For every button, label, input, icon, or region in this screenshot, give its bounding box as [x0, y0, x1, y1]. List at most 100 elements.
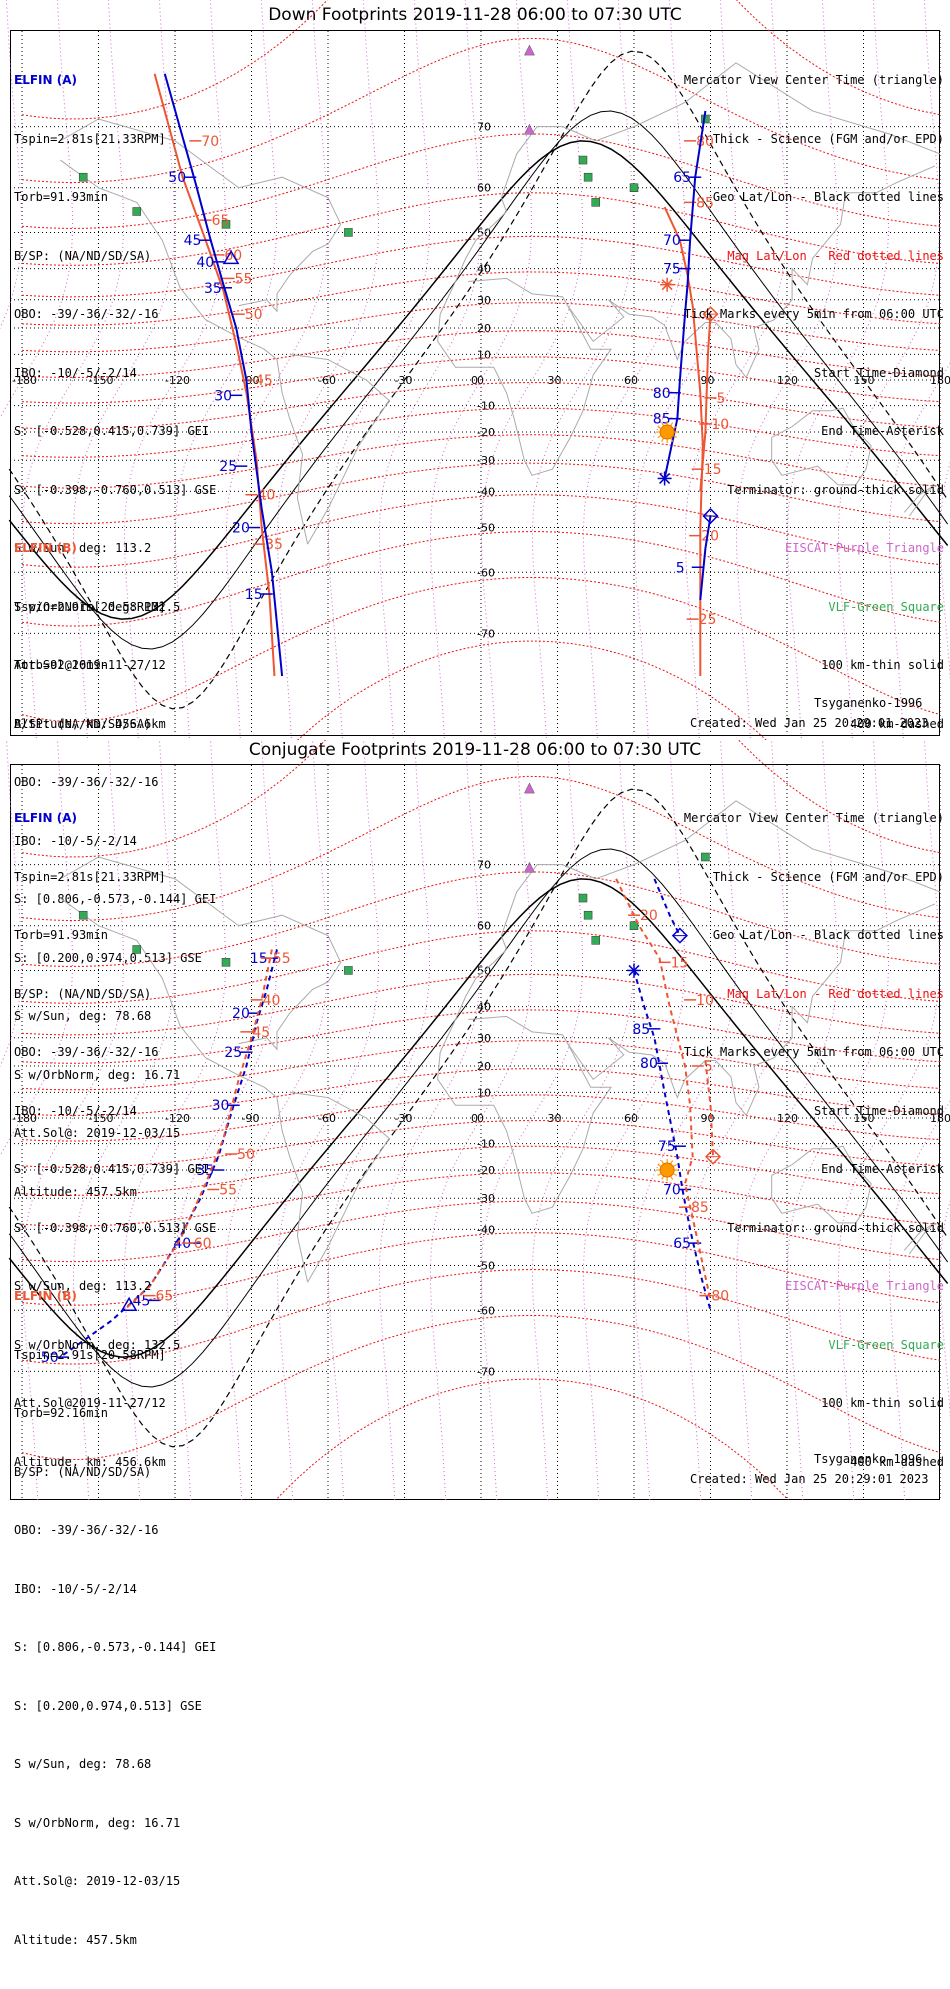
elfin-a-line: Altitude, km: 456.6km	[14, 1454, 166, 1469]
terminator-line	[8, 110, 949, 650]
elfin-b-line: Tspin=2.91s[20.58RPM]	[14, 599, 166, 614]
lat-tick-label: -50	[477, 1260, 495, 1273]
track-time-label: 15	[704, 462, 722, 478]
elfin-a-line: IBO: -10/-5/-2/14	[14, 1103, 137, 1118]
mag-parallel-line	[21, 1232, 941, 1306]
coastline	[60, 118, 342, 313]
subsolar-sun-icon	[661, 422, 665, 427]
mag-parallel-line	[21, 133, 941, 229]
track-time-label: 15	[245, 587, 263, 603]
elfin-a-line: S w/Sun, deg: 113.2	[14, 541, 152, 555]
lat-tick-label: -70	[477, 1365, 495, 1378]
mag-parallel-line	[21, 434, 941, 489]
elfin-a-line: OBO: -39/-36/-32/-16	[14, 1045, 159, 1059]
eiscat-station-icon	[524, 123, 535, 135]
lon-tick-label: 60	[624, 374, 638, 387]
lat-tick-label: -60	[477, 1304, 495, 1317]
subsolar-sun-icon	[670, 437, 674, 442]
mag-meridian-line	[481, 740, 583, 1500]
elfin-b-line: S w/Sun, deg: 78.68	[14, 1009, 152, 1023]
subsolar-sun-icon	[657, 1173, 662, 1177]
legend-item: Terminator: ground-thick solid	[727, 482, 944, 497]
eiscat-station-icon	[524, 782, 535, 794]
vlf-station-icon	[591, 936, 600, 945]
mag-parallel-line	[275, 1378, 789, 1500]
coastline	[567, 165, 936, 379]
center-time-triangle-icon	[222, 249, 240, 265]
mag-parallel-line	[21, 973, 941, 1036]
elfin-b-track-left	[153, 73, 276, 677]
elfin-b-line: B/SP: (NA/ND/SD/SA)	[14, 1464, 152, 1479]
mag-parallel-line	[21, 302, 941, 353]
legend-item: Thick - Science (FGM and/or EPD)	[712, 131, 944, 146]
track-time-label: 65	[673, 1236, 691, 1252]
track-time-label: 50	[168, 170, 186, 186]
legend-item: Start Time-Diamond	[813, 365, 944, 380]
elfin-b-line: Tspin=2.91s[20.58RPM]	[14, 1347, 166, 1362]
mag-parallel-line	[21, 407, 941, 458]
mag-parallel-line	[21, 235, 941, 298]
mag-parallel-line	[21, 271, 941, 326]
lat-tick-label: 10	[477, 348, 491, 361]
lon-tick-label: -60	[318, 374, 336, 387]
lon-tick-label: 30	[548, 374, 562, 387]
elfin-b-header: ELFIN (B)	[14, 541, 77, 555]
legend-item: 100 km-thin solid	[821, 1396, 944, 1410]
elfin-a-track-left	[163, 73, 284, 677]
track-time-label: 5	[704, 1059, 713, 1075]
conjugate-footprints-panel: Conjugate Footprints 2019-11-28 06:00 to…	[0, 740, 950, 1947]
mag-parallel-line	[21, 356, 941, 404]
elfin-b-track-right	[663, 206, 704, 677]
elfin-a-line: S: [-0.398,-0.760,0.513] GSE	[14, 1220, 217, 1235]
elfin-b-line: Att.Sol@: 2019-12-03/15	[14, 1874, 181, 1888]
subsolar-sun-icon	[661, 1160, 665, 1165]
legend-item: EISCAT-Purple Triangle	[785, 1279, 944, 1293]
elfin-a-line: OBO: -39/-36/-32/-16	[14, 307, 159, 321]
elfin-a-line: B/SP: (NA/ND/SD/SA)	[14, 248, 152, 263]
panel-title: Conjugate Footprints 2019-11-28 06:00 to…	[248, 740, 702, 760]
coastline	[771, 407, 872, 486]
track-time-label: 15	[671, 955, 689, 971]
elfin-a-line: Tspin=2.81s[21.33RPM]	[14, 131, 166, 146]
elfin-a-line: Torb=91.93min	[14, 190, 108, 204]
track-time-label: 65	[673, 170, 691, 186]
elfin-b-header: ELFIN (B)	[14, 1289, 77, 1303]
lat-tick-label: 10	[477, 1086, 491, 1099]
terminator-line	[8, 878, 949, 1358]
lon-tick-label: -90	[242, 1112, 260, 1125]
subsolar-sun-icon	[672, 1173, 677, 1177]
lon-tick-label: -180	[12, 374, 37, 387]
track-time-label: 80	[711, 1289, 729, 1305]
lat-tick-label: 70	[477, 859, 491, 872]
subsolar-sun-icon	[672, 426, 677, 430]
lat-tick-label: -10	[477, 1138, 495, 1151]
coastline	[59, 897, 278, 1098]
coastline	[455, 62, 941, 282]
subsolar-sun-icon	[670, 1160, 674, 1165]
elfin-b-conjugate-left	[123, 949, 273, 1312]
terminator-line	[8, 140, 949, 620]
elfin-b-science-right	[699, 314, 712, 492]
track-time-label: 20	[640, 908, 658, 924]
legend-item: 100 km-thin solid	[821, 658, 944, 672]
mag-parallel-line	[21, 1172, 941, 1227]
coastline	[567, 903, 936, 1117]
mag-parallel-line	[21, 37, 941, 184]
legend-item: Mercator View Center Time (triangle)	[683, 73, 944, 87]
vlf-station-icon	[629, 183, 639, 192]
eiscat-station-icon	[524, 44, 535, 56]
vlf-station-icon	[221, 958, 231, 967]
lat-tick-label: -20	[477, 1164, 495, 1177]
vlf-station-icon	[583, 910, 593, 920]
subsolar-sun-icon	[659, 424, 675, 440]
track-time-label: 35	[204, 281, 222, 297]
track-time-label: 75	[663, 262, 681, 278]
mag-meridian-line	[328, 740, 430, 1500]
elfin-a-line: Torb=91.93min	[14, 928, 108, 942]
mag-parallel-line	[21, 494, 941, 568]
elfin-a-line: IBO: -10/-5/-2/14	[14, 365, 137, 380]
subsolar-sun-icon	[657, 1164, 662, 1168]
mag-parallel-line	[21, 1068, 941, 1116]
legend-item: VLF-Green Square	[828, 599, 944, 614]
elfin-a-line: S w/OrbNorm, deg: 132.5	[14, 1337, 181, 1352]
